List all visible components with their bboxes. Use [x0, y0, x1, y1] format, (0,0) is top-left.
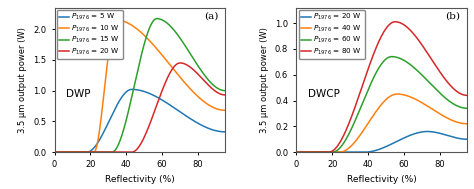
$P_{1976}$ = 40 W	[293, 151, 299, 153]
$P_{1976}$ = 10 W	[217, 109, 223, 111]
$P_{1976}$ = 80 W	[459, 93, 465, 95]
$P_{1976}$ = 10 W	[186, 86, 191, 88]
$P_{1976}$ = 5 W	[60, 151, 66, 153]
Y-axis label: 3.5 μm output power (W): 3.5 μm output power (W)	[18, 27, 27, 133]
Line: $P_{1976}$ = 80 W: $P_{1976}$ = 80 W	[296, 22, 467, 152]
$P_{1976}$ = 20 W	[293, 151, 299, 153]
X-axis label: Reflectivity (%): Reflectivity (%)	[105, 175, 174, 184]
$P_{1976}$ = 80 W	[372, 50, 378, 52]
$P_{1976}$ = 80 W	[302, 151, 308, 153]
X-axis label: Reflectivity (%): Reflectivity (%)	[347, 175, 417, 184]
$P_{1976}$ = 20 W	[372, 149, 378, 152]
$P_{1976}$ = 20 W	[376, 148, 382, 150]
$P_{1976}$ = 15 W	[217, 88, 223, 91]
$P_{1976}$ = 80 W	[428, 57, 434, 59]
$P_{1976}$ = 60 W	[459, 106, 465, 109]
$P_{1976}$ = 40 W	[376, 106, 382, 108]
$P_{1976}$ = 5 W	[135, 89, 140, 91]
Line: $P_{1976}$ = 20 W: $P_{1976}$ = 20 W	[296, 132, 467, 152]
Legend: $P_{1976}$ = 5 W, $P_{1976}$ = 10 W, $P_{1976}$ = 15 W, $P_{1976}$ = 20 W: $P_{1976}$ = 5 W, $P_{1976}$ = 10 W, $P_…	[57, 10, 123, 60]
$P_{1976}$ = 20 W	[130, 151, 136, 153]
$P_{1976}$ = 5 W	[217, 130, 223, 133]
$P_{1976}$ = 10 W	[60, 151, 66, 153]
$P_{1976}$ = 15 W	[217, 88, 223, 91]
$P_{1976}$ = 40 W	[302, 151, 308, 153]
$P_{1976}$ = 5 W	[186, 117, 191, 119]
$P_{1976}$ = 40 W	[394, 93, 400, 95]
$P_{1976}$ = 80 W	[376, 39, 382, 42]
$P_{1976}$ = 20 W	[52, 151, 57, 153]
$P_{1976}$ = 40 W	[459, 122, 465, 124]
$P_{1976}$ = 10 W	[113, 19, 118, 21]
$P_{1976}$ = 15 W	[186, 50, 191, 53]
$P_{1976}$ = 15 W	[52, 151, 57, 153]
$P_{1976}$ = 80 W	[392, 21, 398, 23]
$P_{1976}$ = 40 W	[464, 123, 470, 125]
$P_{1976}$ = 15 W	[130, 91, 136, 93]
$P_{1976}$ = 60 W	[428, 83, 434, 85]
$P_{1976}$ = 5 W	[222, 131, 228, 133]
$P_{1976}$ = 20 W	[425, 130, 430, 133]
$P_{1976}$ = 20 W	[217, 93, 223, 95]
$P_{1976}$ = 20 W	[302, 151, 308, 153]
$P_{1976}$ = 80 W	[464, 94, 470, 96]
$P_{1976}$ = 80 W	[293, 151, 299, 153]
$P_{1976}$ = 60 W	[376, 66, 382, 68]
$P_{1976}$ = 20 W	[186, 65, 191, 67]
$P_{1976}$ = 10 W	[217, 109, 223, 111]
Text: DWP: DWP	[66, 89, 91, 99]
$P_{1976}$ = 20 W	[135, 148, 140, 150]
$P_{1976}$ = 10 W	[135, 28, 140, 30]
$P_{1976}$ = 10 W	[130, 25, 136, 27]
Line: $P_{1976}$ = 60 W: $P_{1976}$ = 60 W	[296, 57, 467, 152]
$P_{1976}$ = 15 W	[60, 151, 66, 153]
Y-axis label: 3.5 μm output power (W): 3.5 μm output power (W)	[260, 27, 269, 133]
$P_{1976}$ = 20 W	[459, 138, 465, 140]
Line: $P_{1976}$ = 5 W: $P_{1976}$ = 5 W	[55, 89, 225, 152]
$P_{1976}$ = 20 W	[459, 138, 465, 140]
Line: $P_{1976}$ = 15 W: $P_{1976}$ = 15 W	[55, 19, 225, 152]
$P_{1976}$ = 60 W	[389, 56, 394, 58]
Text: DWCP: DWCP	[309, 89, 340, 99]
$P_{1976}$ = 20 W	[428, 131, 434, 133]
$P_{1976}$ = 5 W	[129, 88, 135, 91]
Line: $P_{1976}$ = 20 W: $P_{1976}$ = 20 W	[55, 63, 225, 152]
$P_{1976}$ = 5 W	[130, 88, 136, 91]
$P_{1976}$ = 20 W	[60, 151, 66, 153]
$P_{1976}$ = 60 W	[372, 74, 378, 76]
$P_{1976}$ = 10 W	[52, 151, 57, 153]
$P_{1976}$ = 60 W	[302, 151, 308, 153]
$P_{1976}$ = 40 W	[428, 107, 434, 109]
$P_{1976}$ = 20 W	[177, 62, 183, 64]
$P_{1976}$ = 20 W	[464, 138, 470, 140]
Text: (b): (b)	[445, 12, 460, 21]
$P_{1976}$ = 15 W	[135, 71, 140, 73]
$P_{1976}$ = 80 W	[459, 93, 465, 95]
Text: (a): (a)	[204, 12, 218, 21]
Legend: $P_{1976}$ = 20 W, $P_{1976}$ = 40 W, $P_{1976}$ = 60 W, $P_{1976}$ = 80 W: $P_{1976}$ = 20 W, $P_{1976}$ = 40 W, $P…	[299, 10, 365, 60]
Line: $P_{1976}$ = 40 W: $P_{1976}$ = 40 W	[296, 94, 467, 152]
$P_{1976}$ = 15 W	[154, 18, 160, 20]
$P_{1976}$ = 20 W	[222, 94, 228, 96]
$P_{1976}$ = 40 W	[459, 122, 465, 125]
$P_{1976}$ = 60 W	[293, 151, 299, 153]
$P_{1976}$ = 40 W	[372, 112, 378, 114]
$P_{1976}$ = 60 W	[459, 107, 465, 109]
$P_{1976}$ = 5 W	[217, 130, 223, 133]
$P_{1976}$ = 10 W	[222, 109, 228, 112]
Line: $P_{1976}$ = 10 W: $P_{1976}$ = 10 W	[55, 20, 225, 152]
$P_{1976}$ = 20 W	[217, 93, 223, 95]
$P_{1976}$ = 60 W	[464, 107, 470, 109]
$P_{1976}$ = 5 W	[52, 151, 57, 153]
$P_{1976}$ = 15 W	[222, 89, 228, 92]
